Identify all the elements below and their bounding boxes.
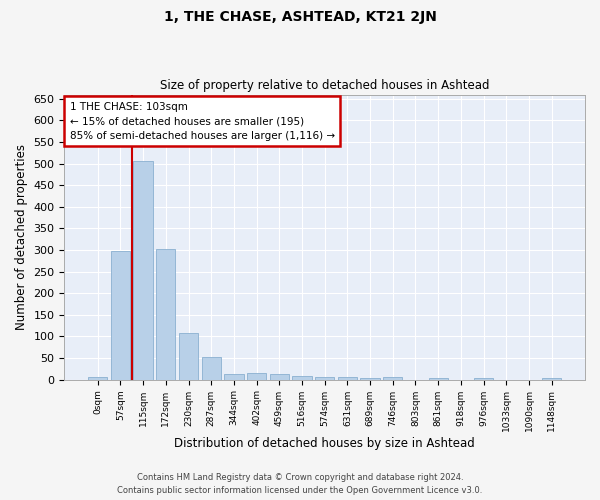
Bar: [315, 377, 334, 380]
Text: 1, THE CHASE, ASHTEAD, KT21 2JN: 1, THE CHASE, ASHTEAD, KT21 2JN: [164, 10, 436, 24]
Bar: [361, 378, 380, 380]
Bar: [428, 378, 448, 380]
Bar: [224, 374, 244, 380]
Bar: [179, 334, 198, 380]
Bar: [133, 160, 153, 380]
X-axis label: Distribution of detached houses by size in Ashtead: Distribution of detached houses by size …: [175, 437, 475, 450]
Bar: [156, 249, 175, 380]
Bar: [269, 374, 289, 380]
Bar: [202, 356, 221, 380]
Bar: [247, 373, 266, 380]
Text: 1 THE CHASE: 103sqm
← 15% of detached houses are smaller (195)
85% of semi-detac: 1 THE CHASE: 103sqm ← 15% of detached ho…: [70, 102, 335, 141]
Bar: [383, 378, 403, 380]
Title: Size of property relative to detached houses in Ashtead: Size of property relative to detached ho…: [160, 79, 490, 92]
Bar: [292, 376, 311, 380]
Y-axis label: Number of detached properties: Number of detached properties: [15, 144, 28, 330]
Bar: [111, 251, 130, 380]
Bar: [338, 378, 357, 380]
Text: Contains HM Land Registry data © Crown copyright and database right 2024.
Contai: Contains HM Land Registry data © Crown c…: [118, 474, 482, 495]
Bar: [88, 378, 107, 380]
Bar: [542, 378, 562, 380]
Bar: [474, 378, 493, 380]
